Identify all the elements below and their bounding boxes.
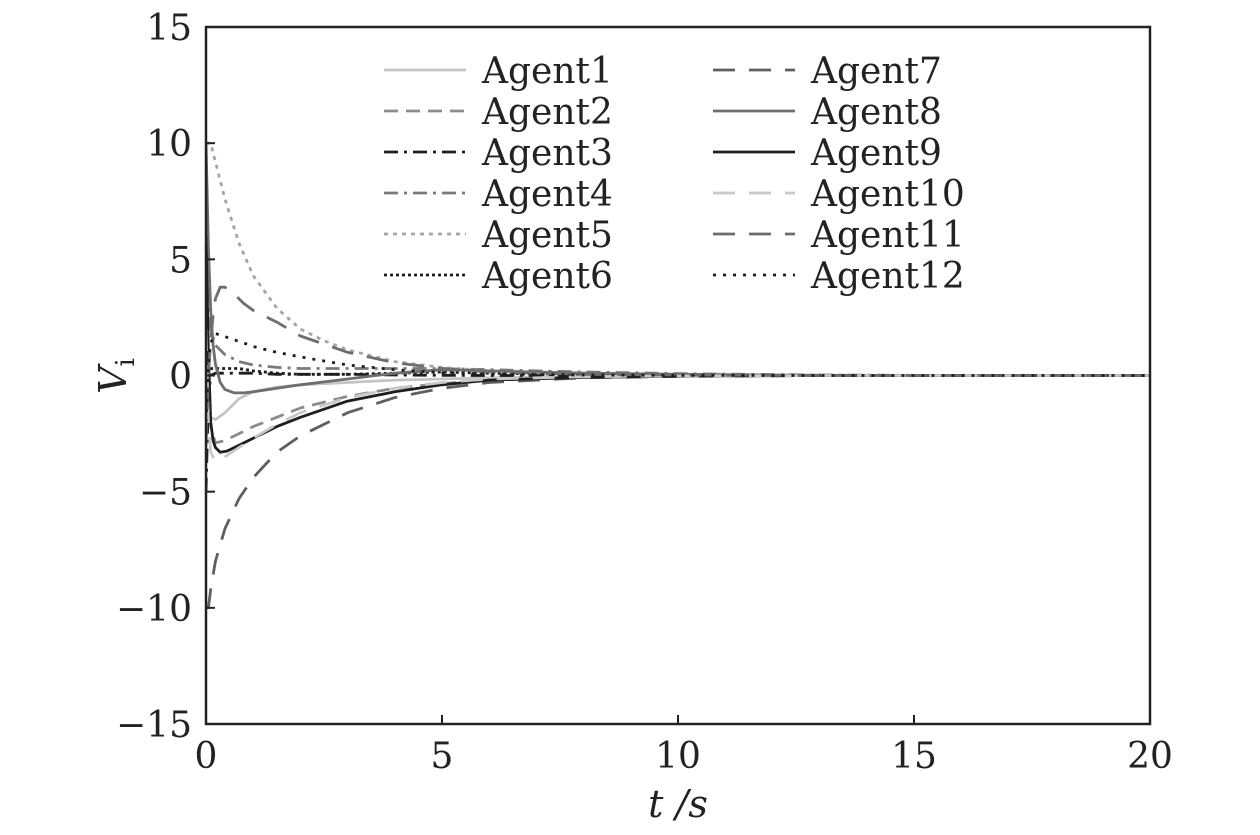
legend-label-agent8: Agent8 [810, 92, 942, 133]
x-tick-label: 0 [195, 736, 218, 777]
legend-label-agent2: Agent2 [481, 92, 613, 133]
y-tick-label: 15 [146, 8, 192, 49]
x-tick-label: 20 [1127, 736, 1173, 777]
series-line-agent2 [206, 305, 1150, 445]
y-tick-label: 10 [146, 124, 192, 165]
x-axis-label: t /s [648, 782, 708, 826]
svg-text:Vi: Vi [91, 358, 141, 394]
series-line-agent5 [206, 141, 1150, 377]
legend-label-agent6: Agent6 [481, 256, 613, 297]
legend-label-agent1: Agent1 [481, 51, 613, 92]
series-line-agent4 [206, 259, 1150, 377]
series-line-agent10 [206, 328, 1150, 463]
series-line-agent7 [206, 374, 1150, 610]
x-tick-label: 15 [891, 736, 937, 777]
legend-label-agent12: Agent12 [810, 256, 965, 297]
legend-label-agent3: Agent3 [481, 133, 613, 174]
legend-label-agent4: Agent4 [481, 174, 613, 215]
y-axis-label-main: V [91, 363, 135, 394]
y-axis-label-sub: i [111, 358, 141, 366]
ticks-layer: 0 5 10 15 20 −15 −10 −5 0 5 10 15 [116, 8, 1173, 777]
y-tick-label: −15 [116, 705, 192, 746]
y-tick-label: 5 [169, 240, 192, 281]
legend-label-agent9: Agent9 [810, 133, 942, 174]
legend-label-agent5: Agent5 [481, 215, 613, 256]
series-line-agent11 [206, 285, 1150, 446]
legend-label-agent10: Agent10 [810, 174, 965, 215]
legend-label-agent7: Agent7 [810, 51, 942, 92]
y-axis-label: Vi [91, 358, 141, 394]
series-line-agent3 [206, 371, 1150, 492]
series-layer [206, 141, 1150, 610]
series-line-agent9 [206, 236, 1150, 454]
series-line-agent6 [206, 362, 1150, 377]
y-tick-label: 0 [169, 357, 192, 398]
x-tick-label: 5 [431, 736, 454, 777]
series-line-agent8 [206, 143, 1150, 395]
y-tick-label: −5 [139, 473, 192, 514]
x-tick-label: 10 [655, 736, 701, 777]
y-tick-label: −10 [116, 589, 192, 630]
legend-label-agent11: Agent11 [810, 215, 965, 256]
